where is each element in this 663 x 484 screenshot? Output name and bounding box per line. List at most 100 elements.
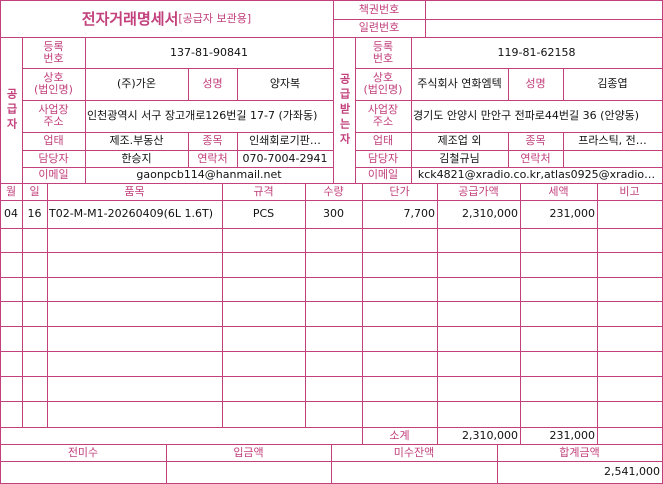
empty-cell — [22, 252, 48, 278]
empty-cell — [305, 351, 363, 377]
value: 인천광역시 서구 장고개로126번길 17-7 (가좌동) — [85, 100, 334, 133]
empty-cell — [47, 376, 223, 402]
empty-cell — [22, 351, 48, 377]
empty-cell — [222, 252, 306, 278]
empty-cell — [22, 228, 48, 253]
empty-cell — [305, 252, 363, 278]
value: 프라스틱, 전… — [563, 132, 663, 151]
label: 이메일 — [22, 167, 86, 184]
column-header: 단가 — [362, 183, 438, 201]
label: 연락처 — [508, 150, 564, 168]
empty-cell — [222, 376, 306, 402]
empty-cell — [0, 461, 167, 484]
label: 상호 (법인명) — [22, 68, 86, 101]
value: 양자복 — [237, 68, 334, 101]
column-header: 수량 — [305, 183, 363, 201]
item-cell: 04 — [0, 200, 23, 229]
value: 137-81-90841 — [85, 37, 334, 69]
empty-cell — [305, 376, 363, 402]
empty-cell — [362, 252, 438, 278]
value: kck4821@xradio.co.kr,atlas0925@xradio… — [411, 167, 663, 184]
label: 담당자 — [22, 150, 86, 168]
item-cell: 300 — [305, 200, 363, 229]
value: gaonpcb114@hanmail.net — [85, 167, 334, 184]
label: 등록 번호 — [355, 37, 412, 69]
empty-cell — [362, 277, 438, 302]
item-cell: 16 — [22, 200, 48, 229]
empty-cell — [520, 401, 598, 428]
item-cell: 2,310,000 — [437, 200, 521, 229]
item-cell: PCS — [222, 200, 306, 229]
empty-cell — [597, 200, 663, 229]
empty-cell — [331, 461, 498, 484]
empty-cell — [166, 461, 332, 484]
label: 이메일 — [355, 167, 412, 184]
subtotal: 2,310,000 — [437, 427, 521, 445]
value: 070-7004-2941 — [237, 150, 334, 168]
empty-cell — [437, 252, 521, 278]
empty-cell — [222, 401, 306, 428]
empty-cell — [305, 277, 363, 302]
empty-cell — [0, 277, 23, 302]
empty-cell — [22, 376, 48, 402]
label: 성명 — [508, 68, 564, 101]
empty-cell — [437, 277, 521, 302]
label: 상호 (법인명) — [355, 68, 412, 101]
empty-cell — [305, 301, 363, 327]
empty-cell — [520, 228, 598, 253]
item-cell: 231,000 — [520, 200, 598, 229]
empty-cell — [305, 326, 363, 352]
empty-cell — [437, 376, 521, 402]
document-title: 전자거래명세서 — [81, 9, 179, 28]
label: 일련번호 — [333, 19, 426, 38]
value: 119-81-62158 — [411, 37, 663, 69]
subtotal: 231,000 — [520, 427, 598, 445]
empty-cell — [597, 326, 663, 352]
empty-cell — [0, 301, 23, 327]
label: 전미수 — [0, 444, 167, 462]
value: 김철규님 — [411, 150, 509, 168]
value: 주식회사 연화엠텍 — [411, 68, 509, 101]
empty-cell — [520, 351, 598, 377]
empty-cell — [597, 376, 663, 402]
empty-cell — [22, 277, 48, 302]
empty-cell — [362, 376, 438, 402]
empty-cell — [22, 401, 48, 428]
empty-cell — [425, 19, 663, 38]
empty-cell — [437, 326, 521, 352]
value — [563, 150, 663, 168]
empty-cell — [597, 301, 663, 327]
empty-cell — [597, 401, 663, 428]
side-label: 공급자 — [0, 37, 23, 184]
empty-cell — [597, 252, 663, 278]
value: 제조업 외 — [411, 132, 509, 151]
empty-cell — [425, 0, 663, 20]
empty-cell — [305, 401, 363, 428]
label: 업태 — [22, 132, 86, 151]
empty-cell — [47, 252, 223, 278]
label: 소계 — [362, 427, 438, 445]
empty-cell — [0, 427, 363, 445]
column-header: 비고 — [597, 183, 663, 201]
empty-cell — [520, 301, 598, 327]
total: 2,541,000 — [497, 461, 663, 484]
empty-cell — [362, 301, 438, 327]
label: 미수잔액 — [331, 444, 498, 462]
empty-cell — [520, 376, 598, 402]
value: 한승지 — [85, 150, 189, 168]
empty-cell — [597, 228, 663, 253]
item-cell: 7,700 — [362, 200, 438, 229]
empty-cell — [437, 401, 521, 428]
value: 인쇄회로기판… — [237, 132, 334, 151]
empty-cell — [0, 228, 23, 253]
column-header: 일 — [22, 183, 48, 201]
empty-cell — [47, 228, 223, 253]
label: 등록 번호 — [22, 37, 86, 69]
empty-cell — [22, 326, 48, 352]
label: 합계금액 — [497, 444, 663, 462]
empty-cell — [597, 351, 663, 377]
title-cell: 전자거래명세서 [공급자 보관용] — [0, 0, 334, 38]
document-subtitle: [공급자 보관용] — [178, 11, 252, 25]
column-header: 규격 — [222, 183, 306, 201]
